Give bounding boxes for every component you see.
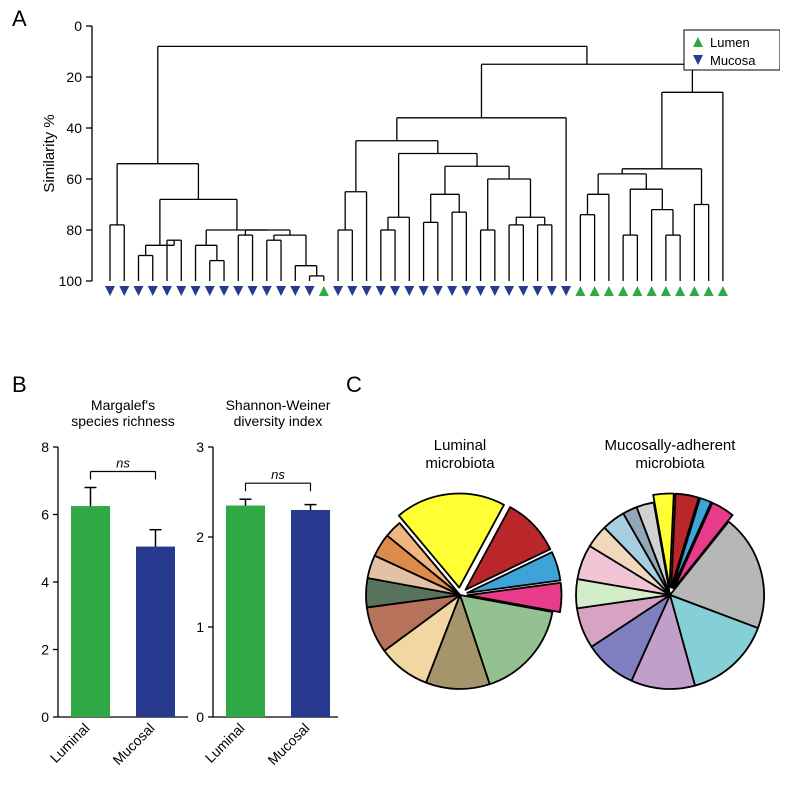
svg-text:8: 8 <box>41 439 49 455</box>
bar <box>136 547 175 717</box>
pie-title: microbiota <box>425 455 495 472</box>
mucosa-marker <box>276 286 286 296</box>
mucosa-marker <box>504 286 514 296</box>
ns-label: ns <box>271 467 285 482</box>
legend-label: Mucosa <box>710 53 756 68</box>
svg-text:0: 0 <box>41 709 49 725</box>
mucosa-marker <box>476 286 486 296</box>
mucosa-marker <box>162 286 172 296</box>
mucosa-marker <box>533 286 543 296</box>
svg-text:3: 3 <box>196 439 204 455</box>
mucosa-marker <box>461 286 471 296</box>
figure: A B C 020406080100Similarity %LumenMucos… <box>0 0 789 797</box>
mucosa-marker <box>219 286 229 296</box>
svg-text:2: 2 <box>41 642 49 658</box>
mucosa-marker <box>419 286 429 296</box>
lumen-marker <box>647 286 657 296</box>
svg-text:100: 100 <box>59 273 83 289</box>
lumen-marker <box>704 286 714 296</box>
pie-title: Mucosally-adherent <box>605 437 737 454</box>
mucosa-marker <box>376 286 386 296</box>
svg-text:0: 0 <box>196 709 204 725</box>
mucosa-marker <box>248 286 258 296</box>
mucosa-marker <box>547 286 557 296</box>
y-axis-label: Similarity % <box>41 114 58 192</box>
mucosa-marker <box>404 286 414 296</box>
mucosa-marker <box>290 286 300 296</box>
mucosa-marker <box>390 286 400 296</box>
mucosa-marker <box>233 286 243 296</box>
lumen-marker <box>632 286 642 296</box>
svg-text:20: 20 <box>66 69 82 85</box>
mucosa-marker <box>176 286 186 296</box>
lumen-marker <box>604 286 614 296</box>
svg-text:0: 0 <box>74 18 82 34</box>
mucosa-marker <box>191 286 201 296</box>
mucosa-marker <box>333 286 343 296</box>
lumen-marker <box>618 286 628 296</box>
bar <box>291 510 330 717</box>
svg-text:1: 1 <box>196 619 204 635</box>
bar-charts: Margalef'sspecies richness 0 2 4 6 8 ns Luminal… <box>18 392 338 792</box>
mucosa-marker <box>518 286 528 296</box>
svg-text:60: 60 <box>66 171 82 187</box>
dendrogram: 0 20 40 60 80 100 Similarity % Lumen Mucosa <box>40 12 780 322</box>
x-category-label: Mucosal <box>109 720 157 768</box>
svg-text:6: 6 <box>41 507 49 523</box>
svg-text:40: 40 <box>66 120 82 136</box>
lumen-marker <box>689 286 699 296</box>
mucosa-marker <box>148 286 158 296</box>
pie-title: microbiota <box>635 455 705 472</box>
lumen-marker <box>718 286 728 296</box>
x-category-label: Luminal <box>202 720 248 766</box>
mucosa-marker <box>105 286 115 296</box>
lumen-marker <box>575 286 585 296</box>
chart-title: Margalef's <box>91 397 155 413</box>
mucosa-marker <box>447 286 457 296</box>
mucosa-marker <box>433 286 443 296</box>
lumen-marker <box>319 286 329 296</box>
panel-label-a: A <box>12 6 27 32</box>
svg-text:2: 2 <box>196 529 204 545</box>
ns-label: ns <box>116 456 130 471</box>
svg-text:80: 80 <box>66 222 82 238</box>
x-category-label: Luminal <box>47 720 93 766</box>
lumen-marker <box>661 286 671 296</box>
mucosa-marker <box>262 286 272 296</box>
chart-title: Shannon-Weiner <box>226 397 331 413</box>
mucosa-marker <box>134 286 144 296</box>
chart-title: species richness <box>71 413 175 429</box>
x-category-label: Mucosal <box>264 720 312 768</box>
lumen-marker <box>590 286 600 296</box>
lumen-marker <box>675 286 685 296</box>
mucosa-marker <box>305 286 315 296</box>
mucosa-marker <box>205 286 215 296</box>
mucosa-marker <box>119 286 129 296</box>
pie-charts: LuminalmicrobiotaMucosally-adherentmicro… <box>340 395 780 785</box>
bar <box>71 506 110 717</box>
pie-title: Luminal <box>434 437 487 454</box>
chart-title: diversity index <box>234 413 323 429</box>
svg-text:4: 4 <box>41 574 49 590</box>
mucosa-marker <box>490 286 500 296</box>
mucosa-marker <box>347 286 357 296</box>
mucosa-marker <box>362 286 372 296</box>
mucosa-marker <box>561 286 571 296</box>
legend-label: Lumen <box>710 35 750 50</box>
bar <box>226 506 265 718</box>
